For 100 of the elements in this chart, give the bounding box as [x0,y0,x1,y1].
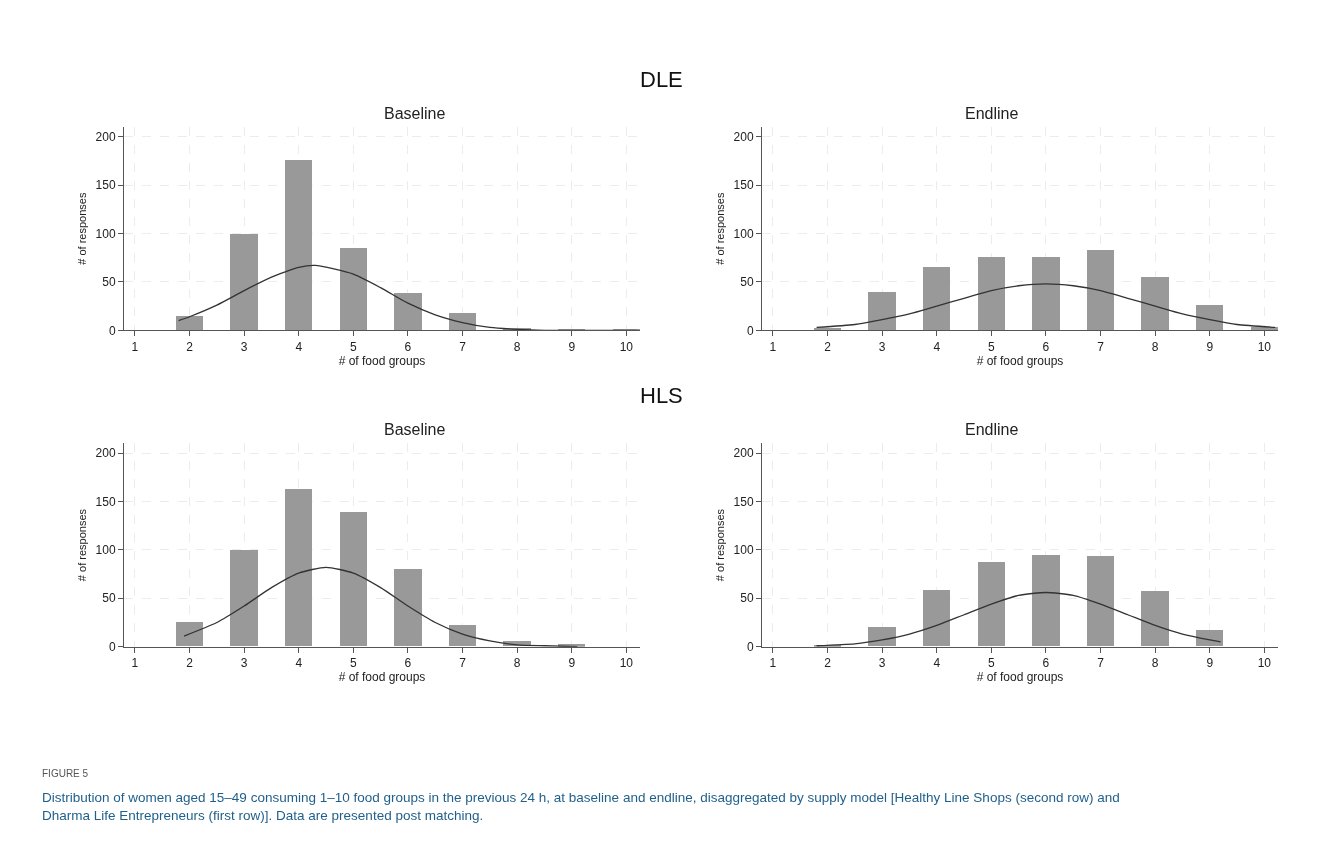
x-tick-label: 5 [987,339,995,354]
x-tick-label: 10 [619,339,634,354]
line-series [815,283,1276,329]
y-axis-title: # of responses [714,508,727,582]
x-tick-label: 6 [404,656,412,671]
x-tick-label: 9 [1206,656,1214,671]
y-tick-label: 150 [95,178,116,193]
bar [868,627,896,647]
y-tick-label: 200 [733,129,754,144]
x-tick-label: 8 [513,339,521,354]
bar [449,625,476,647]
x-tick-label: 4 [933,656,941,671]
y-axis-title: # of responses [76,192,89,265]
x-tick-label: 2 [186,339,194,354]
y-tick-label: 100 [733,543,754,558]
x-tick-label: 2 [824,339,832,354]
y-tick-label: 0 [746,323,754,338]
x-tick-label: 5 [987,656,995,671]
bar [1251,326,1278,330]
x-tick-label: 3 [878,656,886,671]
x-tick-label: 7 [1097,339,1105,354]
y-tick-label: 100 [733,226,754,241]
y-tick-label: 50 [740,591,754,606]
x-tick-label: 10 [1257,656,1272,671]
y-axis-title: # of responses [714,192,727,265]
x-tick-label: 6 [404,339,412,354]
bar [1196,630,1223,647]
bar [230,550,258,647]
bar [923,590,950,647]
bar [1196,304,1223,330]
bar [394,569,422,647]
x-tick-label: 1 [769,339,777,354]
x-tick-label: 2 [186,656,194,671]
bar [1087,556,1114,647]
x-tick-label: 9 [568,656,576,671]
bar [1032,256,1060,330]
bar [394,292,422,330]
chart-title: Endline [965,105,1019,122]
bar [868,291,896,330]
y-tick-label: 200 [95,129,116,144]
bar [1032,555,1060,647]
x-tick-label: 1 [131,656,139,671]
x-tick-label: 9 [1206,339,1214,354]
x-tick-label: 3 [240,656,248,671]
x-tick-label: 5 [349,339,357,354]
bar [978,562,1005,647]
y-tick-label: 150 [733,178,754,193]
x-axis-title: # of food groups [338,670,426,685]
bar [176,315,203,330]
text: HLS [640,383,683,408]
y-tick-label: 150 [733,494,754,509]
bar [230,233,258,330]
x-axis-title: # of food groups [338,353,426,368]
bar [923,266,950,330]
y-tick-label: 50 [102,275,116,290]
bar [1141,276,1169,330]
x-tick-label: 7 [459,339,467,354]
line-series [815,591,1222,647]
caption: FIGURE 5 [42,768,89,779]
x-tick-label: 8 [1151,339,1159,354]
y-tick-label: 0 [108,323,116,338]
x-tick-label: 4 [295,339,303,354]
x-tick-label: 7 [1097,656,1105,671]
bar [1087,249,1114,330]
x-tick-label: 6 [1042,656,1050,671]
x-tick-label: 3 [240,339,248,354]
bar [285,489,312,647]
x-tick-label: 7 [459,656,467,671]
y-tick-label: 150 [95,494,116,509]
x-tick-label: 3 [878,339,886,354]
x-tick-label: 1 [769,656,777,671]
y-tick-label: 50 [740,275,754,290]
bar [340,247,367,330]
chart-title: Baseline [384,421,446,438]
x-axis-title: # of food groups [976,353,1064,368]
x-tick-label: 10 [1257,339,1272,354]
y-tick-label: 0 [108,639,116,654]
y-tick-label: 100 [95,226,116,241]
y-axis-title: # of responses [76,508,89,582]
chart-title: Baseline [384,105,446,122]
x-tick-label: 2 [824,656,832,671]
bar [176,622,203,647]
x-tick-label: 1 [131,339,139,354]
y-tick-label: 200 [95,446,116,461]
y-tick-label: 100 [95,543,116,558]
y-tick-label: 0 [746,639,754,654]
x-tick-label: 4 [295,656,303,671]
bar [978,256,1005,330]
bar [1141,591,1169,647]
x-tick-label: 4 [933,339,941,354]
bar [285,159,312,330]
bar [449,312,476,330]
y-tick-label: 50 [102,591,116,606]
x-tick-label: 9 [568,339,576,354]
x-tick-label: 6 [1042,339,1050,354]
text: Distribution of women aged 15–49 consuming 1–10 food groups in the previous 24 h, at baseline and endline, disaggregated by supply model [Healthy Line Shops (second row) and Dharma Life Entrepreneurs (first row)]. Data are presented post matching. [42,790,1120,823]
x-axis-title: # of food groups [976,670,1064,685]
x-tick-label: 10 [619,656,634,671]
chart-title: Endline [965,421,1019,438]
y-tick-label: 200 [733,446,754,461]
